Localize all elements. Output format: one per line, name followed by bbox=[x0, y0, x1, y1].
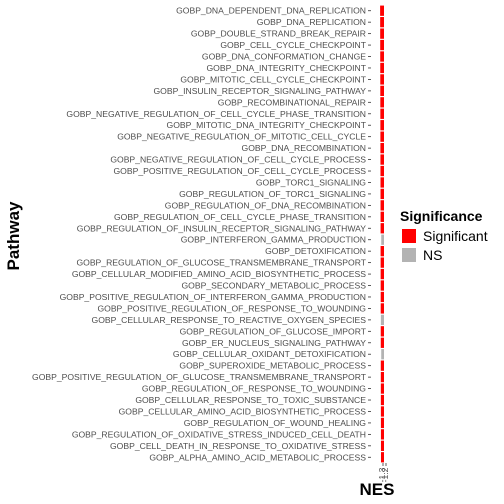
legend-label-ns: NS bbox=[423, 247, 442, 263]
pathway-label: GOBP_CELL_CYCLE_CHECKPOINT bbox=[220, 40, 366, 50]
pathway-label: GOBP_REGULATION_OF_CELL_CYCLE_PHASE_TRAN… bbox=[114, 212, 366, 222]
plot-area bbox=[380, 5, 384, 463]
pathway-label: GOBP_RECOMBINATIONAL_REPAIR bbox=[218, 97, 366, 107]
bar-gobp-regulation-of-wound-healing bbox=[380, 417, 384, 429]
bar-gobp-er-nucleus-signaling-pathway bbox=[380, 337, 384, 348]
bar-gobp-positive-regulation-of-glucose-transmembrane-transport bbox=[380, 371, 384, 383]
bar-gobp-dna-dependent-dna-replication bbox=[380, 5, 384, 16]
bar-gobp-regulation-of-cell-cycle-phase-transition bbox=[380, 211, 384, 222]
bar-gobp-dna-recombination bbox=[380, 142, 384, 154]
bar-gobp-double-strand-break-repair bbox=[380, 28, 384, 39]
pathway-label: GOBP_CELLULAR_RESPONSE_TO_TOXIC_SUBSTANC… bbox=[135, 395, 366, 405]
bar-gobp-alpha-amino-acid-metabolic-process bbox=[380, 452, 384, 463]
pathway-label: GOBP_REGULATION_OF_INSULIN_RECEPTOR_SIGN… bbox=[77, 223, 366, 233]
pathway-label: GOBP_CELLULAR_RESPONSE_TO_REACTIVE_OXYGE… bbox=[92, 315, 367, 325]
pathway-label: GOBP_SECONDARY_METABOLIC_PROCESS bbox=[181, 281, 366, 291]
x-axis-title: NES bbox=[360, 480, 395, 499]
bar-gobp-cellular-oxidant-detoxification bbox=[381, 349, 384, 360]
pathway-label: GOBP_REGULATION_OF_DNA_RECOMBINATION bbox=[165, 200, 366, 210]
bar-gobp-positive-regulation-of-response-to-wounding bbox=[380, 303, 384, 314]
pathway-label: GOBP_ER_NUCLEUS_SIGNALING_PATHWAY bbox=[182, 338, 366, 348]
legend-key-ns bbox=[402, 248, 416, 262]
bar-gobp-cellular-response-to-reactive-oxygen-species bbox=[380, 314, 384, 326]
bar-gobp-cellular-response-to-toxic-substance bbox=[380, 394, 384, 406]
pathway-label: GOBP_DNA_RECOMBINATION bbox=[242, 143, 366, 153]
pathway-label: GOBP_CELLULAR_AMINO_ACID_BIOSYNTHETIC_PR… bbox=[119, 406, 367, 416]
pathway-label: GOBP_MITOTIC_CELL_CYCLE_CHECKPOINT bbox=[180, 74, 366, 84]
pathway-label: GOBP_INTERFERON_GAMMA_PRODUCTION bbox=[181, 235, 366, 245]
pathway-label: GOBP_POSITIVE_REGULATION_OF_CELL_CYCLE_P… bbox=[114, 166, 367, 176]
pathway-label: GOBP_REGULATION_OF_GLUCOSE_IMPORT bbox=[180, 326, 367, 336]
bar-gobp-cell-death-in-response-to-oxidative-stress bbox=[380, 440, 384, 451]
pathway-label: GOBP_DNA_REPLICATION bbox=[257, 17, 366, 27]
bar-gobp-interferon-gamma-production bbox=[381, 234, 384, 245]
pathway-label: GOBP_ALPHA_AMINO_ACID_METABOLIC_PROCESS bbox=[149, 452, 366, 462]
bar-gobp-detoxification bbox=[380, 246, 384, 257]
pathway-label: GOBP_MITOTIC_DNA_INTEGRITY_CHECKPOINT bbox=[167, 120, 367, 130]
pathway-label: GOBP_DOUBLE_STRAND_BREAK_REPAIR bbox=[191, 29, 366, 39]
pathway-label: GOBP_DNA_INTEGRITY_CHECKPOINT bbox=[207, 63, 367, 73]
bar-gobp-regulation-of-oxidative-stress-induced-cell-death bbox=[380, 429, 384, 440]
x-tick-label: -1.3 bbox=[377, 467, 387, 482]
x-axis: -1.3-1.2 bbox=[377, 463, 390, 482]
pathway-label: GOBP_NEGATIVE_REGULATION_OF_MITOTIC_CELL… bbox=[117, 132, 366, 142]
bar-gobp-positive-regulation-of-interferon-gamma-production bbox=[380, 291, 384, 303]
bar-gobp-secondary-metabolic-process bbox=[380, 280, 384, 291]
pathway-label: GOBP_DNA_CONFORMATION_CHANGE bbox=[202, 52, 366, 62]
pathway-label: GOBP_POSITIVE_REGULATION_OF_GLUCOSE_TRAN… bbox=[32, 372, 367, 382]
bar-gobp-dna-integrity-checkpoint bbox=[380, 62, 384, 74]
bar-gobp-dna-replication bbox=[380, 17, 384, 28]
bar-gobp-cell-cycle-checkpoint bbox=[380, 39, 384, 51]
pathway-label: GOBP_REGULATION_OF_OXIDATIVE_STRESS_INDU… bbox=[72, 429, 366, 439]
pathway-label: GOBP_POSITIVE_REGULATION_OF_RESPONSE_TO_… bbox=[97, 303, 366, 313]
pathway-label: GOBP_SUPEROXIDE_METABOLIC_PROCESS bbox=[179, 361, 366, 371]
pathway-label: GOBP_REGULATION_OF_GLUCOSE_TRANSMEMBRANE… bbox=[76, 258, 366, 268]
bar-gobp-dna-conformation-change bbox=[380, 51, 384, 62]
bar-gobp-torc1-signaling bbox=[380, 177, 384, 188]
bar-gobp-negative-regulation-of-mitotic-cell-cycle bbox=[380, 131, 384, 142]
pathway-label: GOBP_INSULIN_RECEPTOR_SIGNALING_PATHWAY bbox=[153, 86, 366, 96]
pathway-label: GOBP_DNA_DEPENDENT_DNA_REPLICATION bbox=[176, 6, 366, 16]
bar-gobp-negative-regulation-of-cell-cycle-phase-transition bbox=[380, 108, 384, 119]
y-axis-title: Pathway bbox=[4, 201, 23, 271]
bar-gobp-negative-regulation-of-cell-cycle-process bbox=[380, 154, 384, 165]
bar-gobp-regulation-of-torc1-signaling bbox=[380, 188, 384, 200]
pathway-label: GOBP_POSITIVE_REGULATION_OF_INTERFERON_G… bbox=[60, 292, 366, 302]
bar-gobp-regulation-of-insulin-receptor-signaling-pathway bbox=[380, 223, 384, 234]
pathway-label: GOBP_TORC1_SIGNALING bbox=[256, 177, 366, 187]
x-tick-label: -1.2 bbox=[380, 467, 390, 482]
pathway-label: GOBP_DETOXIFICATION bbox=[265, 246, 366, 256]
pathway-label: GOBP_NEGATIVE_REGULATION_OF_CELL_CYCLE_P… bbox=[110, 155, 366, 165]
legend-title: Significance bbox=[400, 208, 483, 224]
bar-gobp-regulation-of-glucose-import bbox=[380, 326, 384, 337]
pathway-label: GOBP_CELLULAR_OXIDANT_DETOXIFICATION bbox=[173, 349, 366, 359]
bar-gobp-recombinational-repair bbox=[380, 97, 384, 108]
pathway-label: GOBP_CELL_DEATH_IN_RESPONSE_TO_OXIDATIVE… bbox=[110, 441, 366, 451]
bar-gobp-regulation-of-glucose-transmembrane-transport bbox=[380, 257, 384, 268]
pathway-label: GOBP_REGULATION_OF_WOUND_HEALING bbox=[184, 418, 367, 428]
bar-gobp-insulin-receptor-signaling-pathway bbox=[380, 85, 384, 97]
bar-gobp-regulation-of-response-to-wounding bbox=[380, 383, 384, 394]
legend-label-significant: Significant bbox=[423, 228, 488, 244]
legend-key-significant bbox=[402, 229, 416, 243]
pathway-label: GOBP_NEGATIVE_REGULATION_OF_CELL_CYCLE_P… bbox=[66, 109, 366, 119]
pathway-labels: GOBP_DNA_DEPENDENT_DNA_REPLICATIONGOBP_D… bbox=[32, 6, 371, 462]
bar-gobp-cellular-modified-amino-acid-biosynthetic-process bbox=[380, 268, 384, 280]
bar-gobp-mitotic-dna-integrity-checkpoint bbox=[380, 120, 384, 131]
legend: Significance Significant NS bbox=[400, 208, 488, 263]
bar-gobp-positive-regulation-of-cell-cycle-process bbox=[380, 165, 384, 177]
bar-gobp-cellular-amino-acid-biosynthetic-process bbox=[380, 406, 384, 417]
bar-gobp-regulation-of-dna-recombination bbox=[380, 200, 384, 211]
bar-gobp-mitotic-cell-cycle-checkpoint bbox=[380, 74, 384, 85]
pathway-label: GOBP_CELLULAR_MODIFIED_AMINO_ACID_BIOSYN… bbox=[72, 269, 366, 279]
bar-gobp-superoxide-metabolic-process bbox=[380, 360, 384, 371]
pathway-label: GOBP_REGULATION_OF_TORC1_SIGNALING bbox=[179, 189, 366, 199]
pathway-label: GOBP_REGULATION_OF_RESPONSE_TO_WOUNDING bbox=[142, 384, 366, 394]
